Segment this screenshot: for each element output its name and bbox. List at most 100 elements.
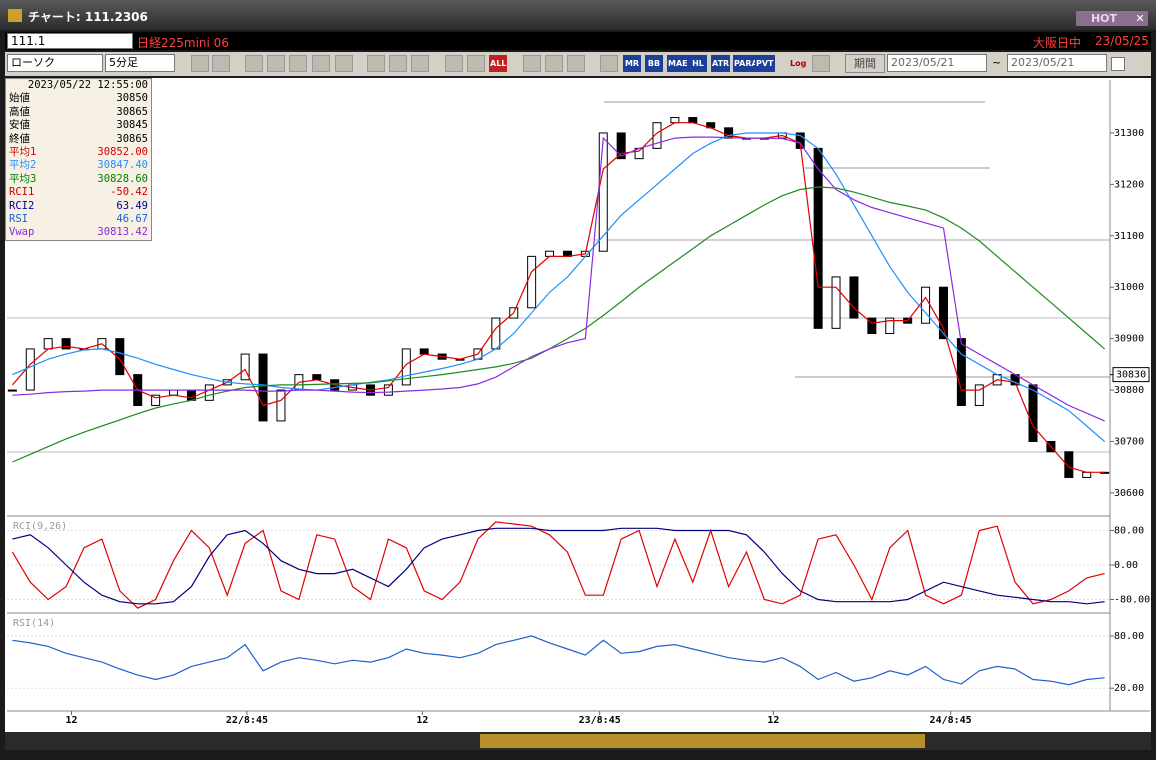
tool-icon[interactable] bbox=[245, 55, 263, 72]
candle bbox=[616, 132, 626, 160]
candle bbox=[419, 348, 429, 355]
x-tick-label: 23/8:45 bbox=[579, 715, 621, 726]
candle bbox=[151, 394, 161, 406]
window-title: チャート: 111.2306 bbox=[28, 10, 148, 24]
symbol-name: 日経225mini 06 bbox=[137, 36, 229, 50]
indicator-line bbox=[11, 521, 1105, 609]
date-from[interactable]: 2023/05/21 bbox=[887, 54, 987, 72]
indicator-line bbox=[12, 186, 1105, 463]
y-tick-label: 30600 bbox=[1114, 488, 1144, 499]
info-row: 安値 30845 bbox=[6, 119, 151, 132]
x-tick-label: 12 bbox=[416, 715, 428, 726]
candle bbox=[240, 353, 250, 381]
toolbar-button[interactable]: MR bbox=[623, 55, 641, 72]
tool-icon[interactable] bbox=[467, 55, 485, 72]
info-label: 高値 bbox=[9, 105, 30, 118]
y-tick-label: 31100 bbox=[1114, 231, 1144, 242]
indicator-line bbox=[12, 132, 1105, 442]
toolbar-button[interactable]: ALL bbox=[489, 55, 508, 72]
checkbox[interactable] bbox=[1111, 57, 1125, 71]
y-tick-label: 0.00 bbox=[1114, 560, 1138, 571]
tool-icon[interactable] bbox=[411, 55, 429, 72]
last-price-box bbox=[1112, 367, 1150, 383]
scroll-thumb[interactable] bbox=[480, 734, 925, 748]
date-separator: ~ bbox=[992, 56, 1002, 69]
candle bbox=[688, 117, 698, 124]
tool-icon[interactable] bbox=[600, 55, 618, 72]
toolbar-button[interactable]: Log bbox=[789, 55, 808, 72]
tool-icon[interactable] bbox=[212, 55, 230, 72]
tool-icon[interactable] bbox=[289, 55, 307, 72]
candle bbox=[956, 338, 966, 406]
date-to[interactable]: 2023/05/21 bbox=[1007, 54, 1107, 72]
symbol-bar: 111.1 日経225mini 06 大阪日中 23/05/25 bbox=[5, 32, 1151, 50]
info-panel: 2023/05/22 12:55:00 始値 30850 高値 30865 安値 3084… bbox=[5, 78, 152, 241]
info-label: 平均2 bbox=[9, 159, 37, 172]
hot-button[interactable]: HOT bbox=[1076, 11, 1132, 26]
info-row: 始値 30850 bbox=[6, 92, 151, 105]
x-tick-label: 24/8:45 bbox=[930, 715, 972, 726]
info-value: 30845 bbox=[116, 119, 148, 132]
toolbar-button[interactable]: PVT bbox=[755, 55, 775, 72]
y-tick-label: 30900 bbox=[1114, 334, 1144, 345]
info-row: 平均3 30828.60 bbox=[6, 173, 151, 186]
candle bbox=[258, 353, 268, 422]
toolbar-button[interactable]: MAE bbox=[667, 55, 689, 72]
info-label: 始値 bbox=[9, 92, 30, 105]
tool-icon[interactable] bbox=[312, 55, 330, 72]
chart-style-select[interactable]: ローソク bbox=[7, 54, 103, 72]
interval-select[interactable]: 5分足 bbox=[105, 54, 175, 72]
close-button[interactable]: ✕ bbox=[1132, 11, 1148, 26]
indicator-line bbox=[12, 527, 1105, 605]
info-row: 終値 30865 bbox=[6, 133, 151, 146]
candle bbox=[921, 286, 931, 324]
candle bbox=[849, 276, 859, 319]
interval: 5分足 bbox=[109, 56, 138, 69]
y-tick-label: 31200 bbox=[1114, 179, 1144, 190]
candle bbox=[115, 338, 125, 376]
tool-icon[interactable] bbox=[445, 55, 463, 72]
tool-icon[interactable] bbox=[545, 55, 563, 72]
info-value: 63.49 bbox=[116, 199, 148, 212]
candle bbox=[1082, 471, 1092, 478]
tool-icon[interactable] bbox=[191, 55, 209, 72]
tool-icon[interactable] bbox=[567, 55, 585, 72]
tool-icon[interactable] bbox=[523, 55, 541, 72]
info-datetime: 2023/05/22 12:55:00 bbox=[27, 79, 148, 91]
toolbar-button[interactable]: HL bbox=[689, 55, 707, 72]
symbol-select[interactable]: 111.1 bbox=[7, 33, 133, 49]
indicator-line bbox=[11, 122, 1105, 473]
tool-icon[interactable] bbox=[812, 55, 830, 72]
date-to-text: 2023/05/21 bbox=[1011, 56, 1075, 69]
info-label: 平均1 bbox=[9, 145, 37, 158]
period-button[interactable]: 期間 bbox=[845, 54, 885, 73]
info-value: 30828.60 bbox=[97, 172, 148, 185]
info-label: RCI2 bbox=[9, 199, 35, 212]
info-label: RSI bbox=[9, 212, 28, 225]
toolbar-button[interactable]: BB bbox=[645, 55, 663, 72]
candle bbox=[61, 338, 71, 350]
info-row: Vwap 30813.42 bbox=[6, 226, 151, 239]
app-icon bbox=[8, 9, 22, 22]
info-rows: 始値 30850 高値 30865 安値 30845 終値 30865 平均1 30852.00 平… bbox=[6, 92, 151, 239]
info-label: 安値 bbox=[9, 119, 30, 132]
info-value: 30852.00 bbox=[97, 145, 148, 158]
toolbar-button[interactable]: ATR bbox=[711, 55, 731, 72]
candle bbox=[938, 286, 948, 340]
toolbar-button[interactable]: PARA bbox=[733, 55, 759, 72]
symbol-code: 111.1 bbox=[11, 34, 46, 48]
candle bbox=[43, 338, 53, 350]
candle bbox=[974, 384, 984, 406]
tool-icon[interactable] bbox=[367, 55, 385, 72]
y-tick-label: 30700 bbox=[1114, 436, 1144, 447]
info-row: RCI2 63.49 bbox=[6, 200, 151, 213]
y-tick-label: 80.00 bbox=[1114, 631, 1144, 642]
tool-icon[interactable] bbox=[267, 55, 285, 72]
info-row: 平均1 30852.00 bbox=[6, 146, 151, 159]
tool-icon[interactable] bbox=[335, 55, 353, 72]
tool-icon[interactable] bbox=[389, 55, 407, 72]
candle bbox=[1064, 451, 1074, 478]
candle bbox=[276, 389, 286, 422]
toolbar: ローソク 5分足 ALL MR BB MAE HL ATR PARA PVT L… bbox=[5, 52, 1151, 76]
